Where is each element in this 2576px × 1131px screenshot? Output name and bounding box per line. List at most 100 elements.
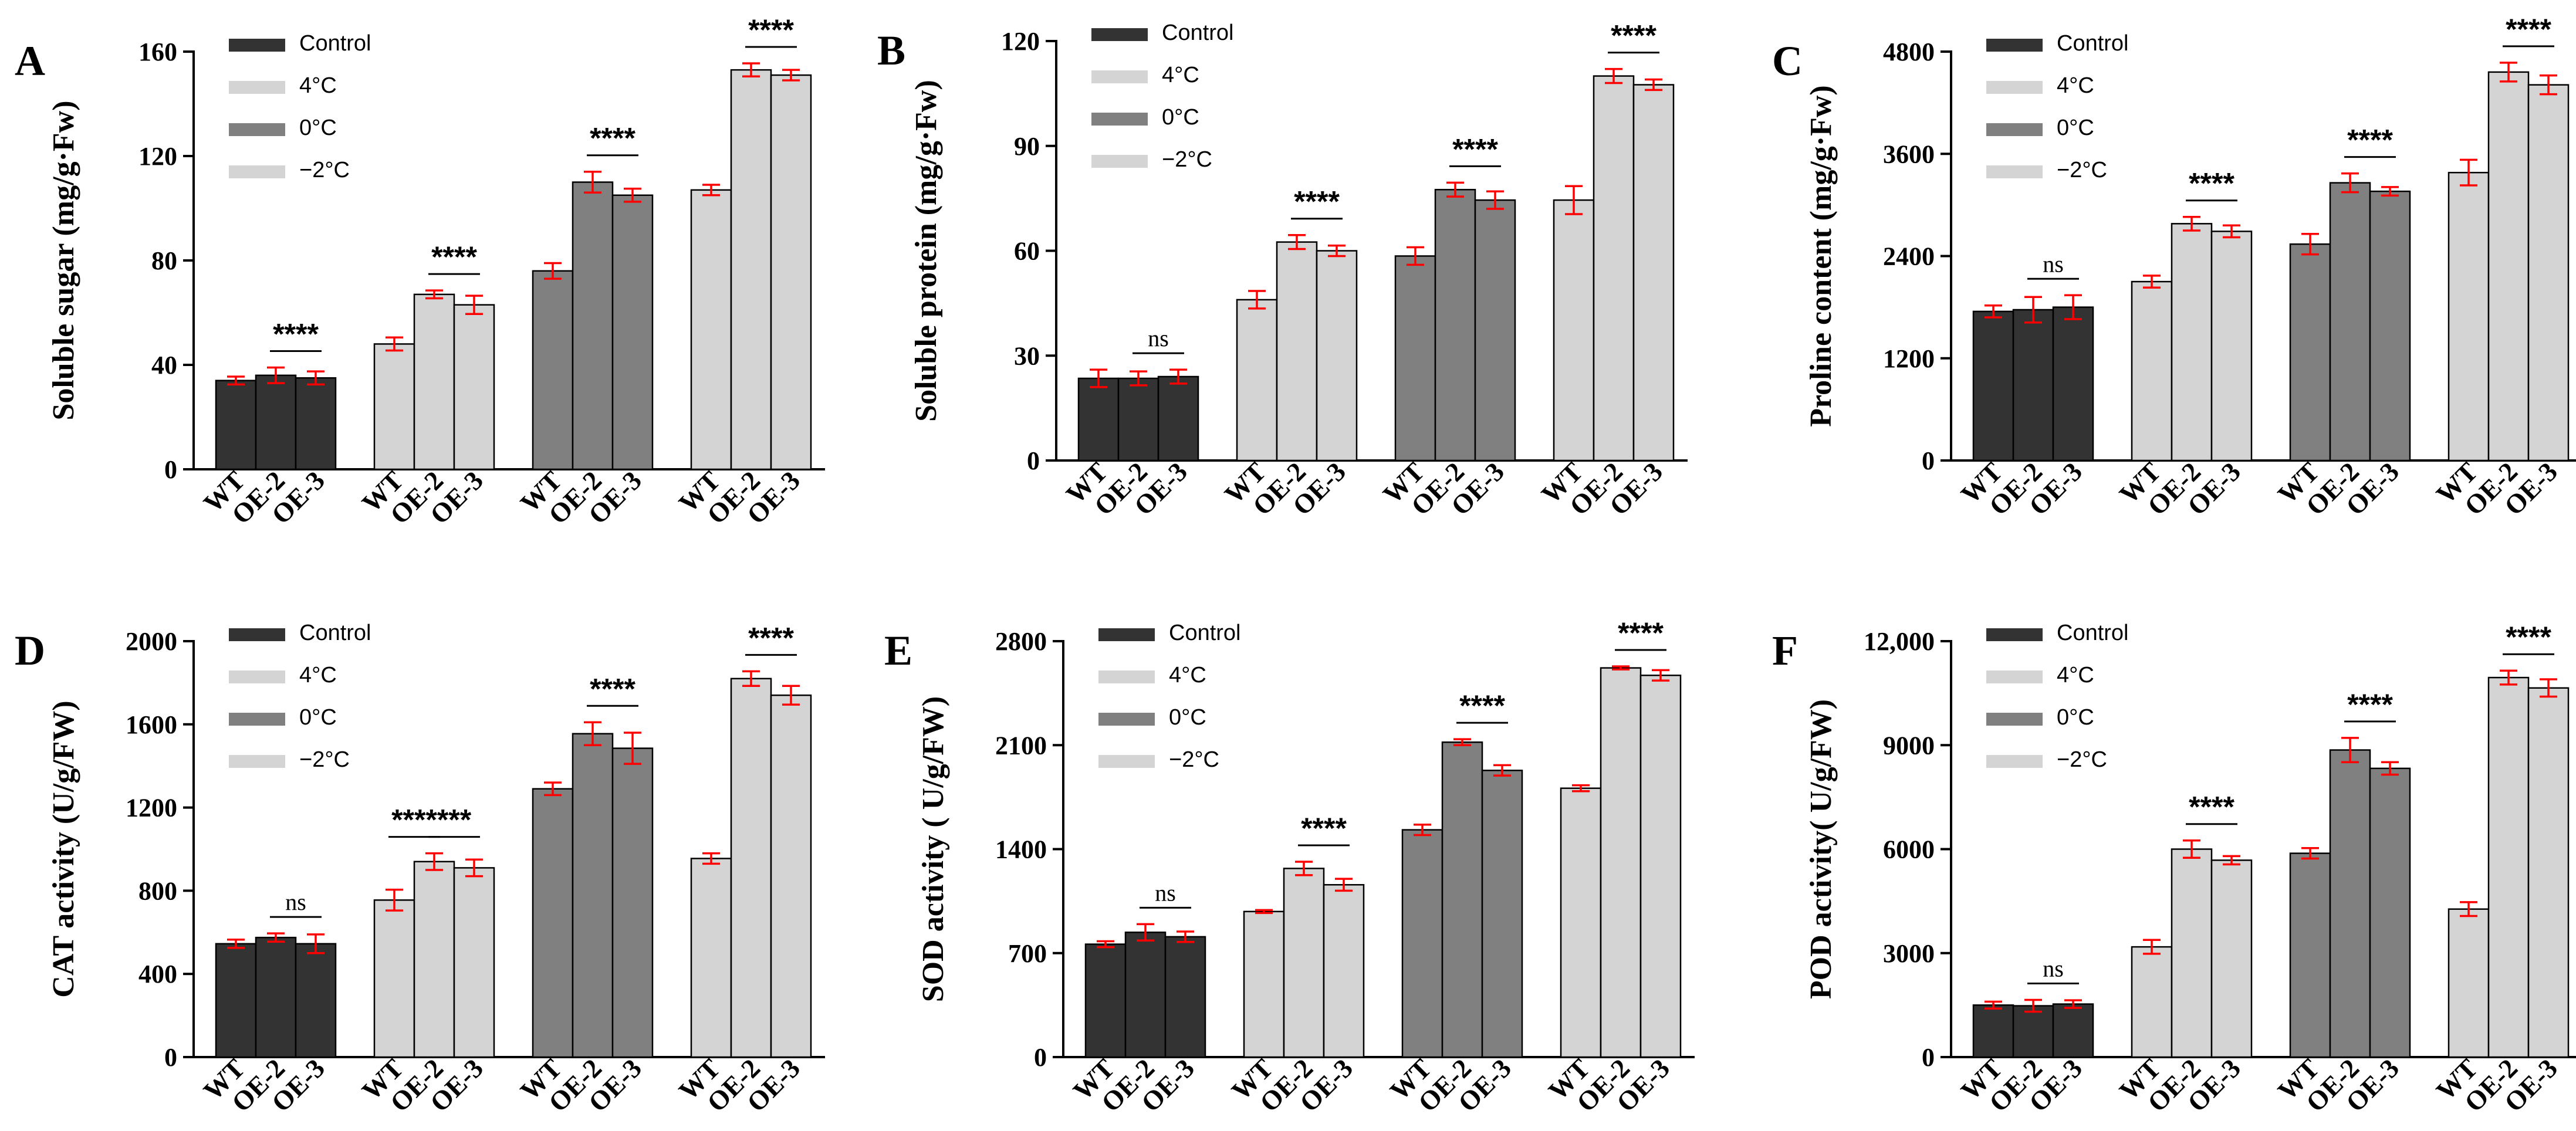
legend-label: Control xyxy=(299,621,371,645)
bar xyxy=(2447,171,2490,462)
bar xyxy=(413,293,455,470)
legend-swatch xyxy=(1986,165,2043,178)
bar xyxy=(413,861,455,1058)
legend-swatch xyxy=(229,123,285,136)
legend-label: 0°C xyxy=(299,116,337,140)
significance-label: **** xyxy=(1301,812,1347,845)
y-tick-label: 4800 xyxy=(1883,38,1935,66)
legend-label: Control xyxy=(1169,621,1241,645)
legend-swatch xyxy=(1098,628,1155,641)
legend-label: 0°C xyxy=(1162,105,1199,130)
legend-label: −2°C xyxy=(1169,747,1219,772)
bar xyxy=(2289,852,2331,1058)
legend-label: Control xyxy=(2057,621,2129,645)
y-tick-label: 400 xyxy=(138,960,177,988)
panel-label: C xyxy=(1772,38,1803,84)
bar xyxy=(1593,75,1635,462)
bar xyxy=(1236,299,1278,462)
legend-label: 4°C xyxy=(299,663,337,688)
significance-label: ns xyxy=(285,889,306,915)
bar xyxy=(215,943,257,1058)
panel-label: D xyxy=(15,627,45,674)
bar xyxy=(2012,1005,2054,1058)
significance-label: **** xyxy=(590,122,635,155)
y-tick-label: 0 xyxy=(1922,1043,1935,1072)
bar xyxy=(572,181,614,470)
significance-label: ns xyxy=(2043,250,2064,277)
legend-swatch xyxy=(1986,755,2043,768)
significance-label: **** xyxy=(1294,185,1340,218)
y-tick-label: 2000 xyxy=(126,627,177,656)
legend-label: 0°C xyxy=(299,705,337,730)
significance-label: **** xyxy=(391,804,437,837)
bar xyxy=(2052,1003,2094,1058)
bar xyxy=(532,788,574,1058)
y-tick-label: 800 xyxy=(138,876,177,905)
y-tick-label: 0 xyxy=(1922,446,1935,475)
y-tick-label: 1600 xyxy=(126,710,177,739)
y-tick-label: 700 xyxy=(1008,939,1047,968)
bar xyxy=(1157,375,1199,462)
bar xyxy=(1164,936,1206,1058)
bar xyxy=(1117,377,1159,462)
y-axis-label: Soluble sugar (mg/g·Fw) xyxy=(47,100,80,420)
legend-label: 4°C xyxy=(1169,663,1206,688)
legend-swatch xyxy=(1098,671,1155,683)
bar xyxy=(1401,829,1443,1058)
significance-label: *** xyxy=(437,804,472,837)
bar xyxy=(373,343,415,470)
significance-label: **** xyxy=(2347,124,2393,157)
legend-swatch xyxy=(1986,39,2043,52)
y-tick-label: 0 xyxy=(1034,1043,1047,1072)
y-tick-label: 1200 xyxy=(1883,344,1935,373)
y-axis-label: SOD activity ( U/g/FW) xyxy=(917,696,950,1002)
significance-label: ns xyxy=(1148,325,1169,351)
bar xyxy=(1077,377,1120,462)
legend-label: 4°C xyxy=(2057,663,2094,688)
bar xyxy=(1474,199,1516,462)
y-tick-label: 90 xyxy=(1014,132,1040,161)
y-tick-label: 0 xyxy=(1027,446,1040,475)
bar xyxy=(2289,243,2331,462)
bar xyxy=(1972,310,2014,462)
legend-swatch xyxy=(1091,113,1148,126)
bar xyxy=(690,189,732,470)
bar xyxy=(1632,84,1675,462)
significance-label: **** xyxy=(2506,621,2551,653)
bar xyxy=(1084,943,1127,1058)
significance-label: **** xyxy=(2347,688,2393,721)
legend-label: 4°C xyxy=(2057,73,2094,98)
legend-swatch xyxy=(229,713,285,726)
significance-label: **** xyxy=(2189,167,2234,200)
y-tick-label: 1200 xyxy=(126,794,177,822)
bar xyxy=(255,936,297,1058)
bar xyxy=(2052,306,2094,462)
bar xyxy=(611,194,654,470)
bar xyxy=(2329,182,2371,462)
legend-swatch xyxy=(229,165,285,178)
y-tick-label: 60 xyxy=(1014,237,1040,266)
bar xyxy=(2329,749,2371,1058)
bar xyxy=(2369,190,2411,462)
legend-label: Control xyxy=(2057,31,2129,56)
significance-label: **** xyxy=(748,621,794,654)
legend-label: −2°C xyxy=(299,158,350,182)
legend-swatch xyxy=(229,628,285,641)
bar xyxy=(1316,250,1358,462)
significance-label: **** xyxy=(2189,791,2234,824)
legend-label: 0°C xyxy=(2057,705,2094,730)
bar xyxy=(1124,932,1167,1058)
bar xyxy=(2527,687,2570,1058)
legend-swatch xyxy=(229,39,285,52)
bar xyxy=(2171,223,2213,462)
bar xyxy=(2210,859,2253,1058)
bar xyxy=(690,858,732,1058)
bar xyxy=(770,74,812,470)
y-axis-label: POD activity( U/g/FW) xyxy=(1804,699,1838,999)
bar xyxy=(532,270,574,470)
y-tick-label: 120 xyxy=(138,142,177,171)
legend-label: 0°C xyxy=(1169,705,1206,730)
